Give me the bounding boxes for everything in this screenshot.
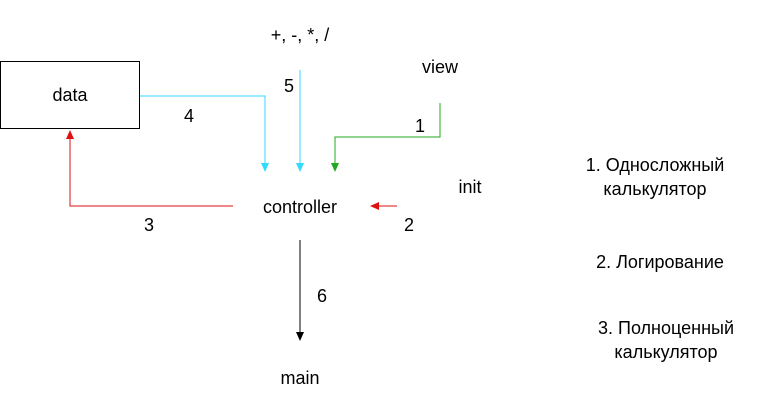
operations-label: +, -, *, /	[270, 25, 330, 45]
arrowhead-controller-to-data	[66, 130, 74, 139]
edge-label-4: 4	[183, 106, 195, 126]
arrowhead-data-to-controller	[261, 163, 269, 172]
data-node-label: data	[52, 85, 88, 105]
edge-label-5: 5	[283, 76, 295, 96]
note-3: 3. Полноценный калькулятор	[598, 316, 734, 364]
arrowhead-view-to-controller	[331, 163, 339, 172]
edge-label-2: 2	[403, 215, 415, 235]
data-node: data	[0, 61, 140, 129]
controller-node-label: controller	[262, 197, 338, 217]
edge-label-1: 1	[414, 116, 426, 136]
edge-label-6: 6	[316, 286, 328, 306]
note-1: 1. Односложный калькулятор	[586, 153, 725, 201]
edge-controller-to-data	[69, 138, 233, 207]
arrowhead-init-to-controller	[370, 202, 379, 210]
main-node-label: main	[280, 368, 320, 388]
view-node-label: view	[421, 57, 459, 77]
edge-view-to-controller	[334, 103, 441, 164]
note-1-line-2: калькулятор	[603, 179, 707, 199]
edge-data-to-controller	[140, 95, 266, 164]
init-node-label: init	[458, 177, 482, 197]
arrowhead-controller-to-main	[296, 332, 304, 341]
note-3-line-2: калькулятор	[614, 342, 718, 362]
note-2-line-1: 2. Логирование	[596, 252, 724, 272]
arrowhead-operations-to-controller	[296, 163, 304, 172]
note-3-line-1: 3. Полноценный	[597, 318, 735, 338]
note-2: 2. Логирование	[596, 250, 724, 274]
edge-label-3: 3	[143, 215, 155, 235]
note-1-line-1: 1. Односложный	[585, 155, 725, 175]
